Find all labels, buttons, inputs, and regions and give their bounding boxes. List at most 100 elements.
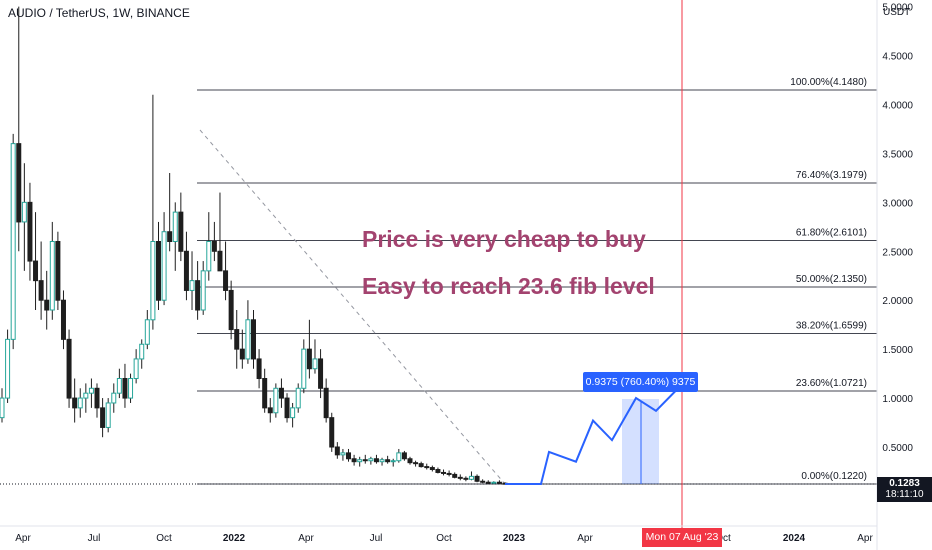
current-price-value: 0.1283 — [889, 478, 920, 489]
candle-body — [301, 348, 307, 389]
candle — [256, 349, 262, 389]
candle-body — [94, 387, 100, 409]
candle — [362, 454, 368, 464]
candle-body — [133, 358, 139, 380]
candle-body — [457, 476, 463, 479]
candle — [340, 448, 346, 461]
candle — [401, 450, 407, 461]
candle-body — [27, 201, 33, 262]
candle-body — [60, 299, 66, 340]
candle-body — [485, 481, 491, 484]
candle — [385, 455, 391, 464]
candle-body — [83, 392, 89, 399]
candle — [290, 402, 296, 428]
fib-retracement[interactable]: 0.00%(0.1220) 23.60%(1.0721) 38.20%(1.6599… — [197, 0, 877, 485]
candle — [33, 212, 39, 311]
candle-body — [38, 280, 44, 301]
candle — [491, 481, 497, 485]
candle — [334, 442, 340, 459]
candle-body — [200, 270, 206, 311]
time-axis-tick: Apr — [298, 533, 314, 544]
annotation-line2[interactable]: Easy to reach 23.6 fib level — [362, 273, 655, 299]
candle-body — [379, 459, 385, 463]
candle — [468, 471, 474, 481]
candle — [312, 339, 318, 374]
candle — [94, 383, 100, 418]
candle — [21, 163, 27, 271]
candle-body — [189, 280, 195, 291]
candle-body — [385, 459, 391, 463]
candle — [273, 383, 279, 418]
candle — [183, 231, 189, 301]
time-axis-tick: Jul — [88, 533, 101, 544]
price-axis[interactable]: 0.5000 1.0000 1.5000 2.0000 2.5000 3.0000 3.50… — [882, 3, 913, 454]
candle-body — [245, 319, 251, 360]
candle-body — [66, 338, 72, 399]
candle-body — [211, 240, 217, 252]
candle-body — [295, 387, 301, 409]
candle-body — [239, 348, 245, 360]
price-axis-tick: 2.5000 — [882, 247, 913, 258]
candle-body — [77, 397, 83, 409]
price-axis-tick: 0.5000 — [882, 443, 913, 454]
candle-body — [111, 392, 117, 404]
candle-body — [468, 475, 474, 480]
candle-body — [491, 481, 497, 484]
candle — [379, 457, 385, 466]
candle-body — [424, 466, 430, 469]
candle — [116, 368, 122, 399]
fib-level-label: 23.60%(1.0721) — [796, 378, 867, 389]
candle — [463, 476, 469, 482]
annotation-line1[interactable]: Price is very cheap to buy — [362, 226, 646, 252]
candle-body — [463, 477, 469, 480]
candle-body — [418, 463, 424, 468]
candle-body — [228, 289, 234, 331]
candle — [66, 329, 72, 408]
candle — [211, 221, 217, 262]
candle — [178, 192, 184, 262]
candle-body — [144, 319, 150, 345]
time-axis-tick: Oct — [436, 533, 452, 544]
candle — [128, 373, 134, 403]
fib-level-label: 0.00%(0.1220) — [801, 471, 867, 482]
candle — [55, 231, 61, 311]
candle — [16, 6, 22, 252]
candle — [429, 465, 435, 472]
candle — [239, 329, 245, 369]
time-axis-tick: 2024 — [783, 533, 806, 544]
candle — [38, 241, 44, 320]
candle — [167, 172, 173, 252]
candle — [27, 182, 33, 281]
candle-body — [16, 143, 22, 223]
candle — [200, 261, 206, 315]
candle-body — [217, 250, 223, 272]
candle — [195, 261, 201, 320]
candle-body — [273, 387, 279, 414]
candle — [111, 383, 117, 413]
candle — [441, 469, 447, 476]
candle — [189, 251, 195, 311]
candle — [262, 368, 268, 413]
candle — [83, 383, 89, 413]
candle — [329, 412, 335, 452]
candle-body — [318, 358, 324, 389]
candle — [228, 280, 234, 340]
projection-path[interactable] — [505, 383, 683, 485]
candle-body — [278, 387, 284, 399]
candle-body — [413, 462, 419, 465]
time-axis[interactable]: Apr Jul Oct 2022 Apr Jul Oct 2023 Apr Oct 2024 Apr — [15, 533, 873, 544]
candle-body — [251, 319, 256, 360]
crosshair-date-label: Mon 07 Aug '23 — [642, 528, 722, 547]
candle-body — [206, 240, 212, 272]
time-axis-tick: Jul — [370, 533, 383, 544]
measure-label[interactable]: 0.9375 (760.40%) 9375 — [583, 372, 698, 392]
candle — [105, 398, 111, 433]
candle — [306, 319, 312, 379]
candle — [150, 94, 156, 330]
candle-body — [346, 452, 352, 460]
candle — [0, 388, 5, 423]
candle-body — [55, 240, 61, 301]
candle — [446, 470, 452, 477]
time-axis-tick: Apr — [577, 533, 593, 544]
